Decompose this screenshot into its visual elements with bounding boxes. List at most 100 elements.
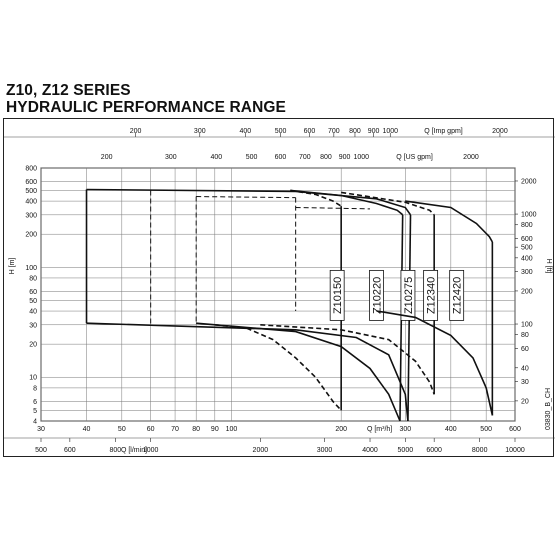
axis-label-h-ft: H [ft]	[545, 259, 552, 274]
title-block: Z10, Z12 SERIES HYDRAULIC PERFORMANCE RA…	[6, 82, 286, 116]
tick-label-h-m: 30	[29, 322, 37, 329]
tick-label-h-ft: 500	[521, 245, 533, 252]
tick-label-lmin: 5000	[398, 447, 414, 454]
tick-label-h-ft: 80	[521, 332, 529, 339]
tick-label-h-m: 500	[25, 188, 37, 195]
tick-label-m3h: 60	[147, 426, 155, 433]
tick-label-impgpm: 800	[349, 128, 361, 135]
chart-frame: 30 40 50 60 70 80 90 100 200 300 400 500 600 4 5 6 8 10 20…	[3, 118, 555, 457]
range-separator-top	[196, 196, 296, 199]
tick-label-lmin: 1000	[143, 447, 159, 454]
tick-label-m3h: 40	[83, 426, 91, 433]
tick-label-h-m: 5	[33, 408, 37, 415]
tick-label-usgpm: 900	[339, 154, 351, 161]
series-curve-lower-z12340	[260, 324, 435, 395]
tick-label-h-ft: 600	[521, 236, 533, 243]
tick-label-impgpm: 1000	[382, 128, 398, 135]
series-curve-upper-z12420	[405, 200, 494, 243]
tick-label-h-ft: 1000	[521, 212, 537, 219]
chart-title: Z10, Z12 SERIES	[6, 82, 131, 99]
axis-label-lmin: Q [l/min]	[121, 447, 147, 454]
series-curve-upper-z10275	[86, 188, 412, 216]
tick-label-lmin: 500	[35, 447, 47, 454]
tick-label-h-m: 600	[25, 179, 37, 186]
tick-label-usgpm: 1000	[354, 154, 370, 161]
tick-label-m3h: 600	[509, 426, 521, 433]
series-label-box-z12420	[449, 269, 465, 321]
tick-label-lmin: 8000	[472, 447, 488, 454]
tick-label-impgpm: 700	[328, 128, 340, 135]
tick-label-m3h: 70	[171, 426, 179, 433]
tick-label-lmin: 3000	[317, 447, 333, 454]
series-label-box-z10150	[329, 269, 345, 321]
chart-code: 03830_B_CH	[545, 388, 552, 430]
tick-label-lmin: 800	[110, 447, 122, 454]
tick-label-h-m: 10	[29, 375, 37, 382]
tick-label-h-m: 6	[33, 399, 37, 406]
tick-label-usgpm: 800	[320, 154, 332, 161]
tick-label-h-m: 400	[25, 199, 37, 206]
series-curve-lower-z12420	[376, 310, 494, 416]
tick-label-usgpm: 300	[165, 154, 177, 161]
series-curve-lower-z10220	[196, 322, 401, 422]
tick-label-m3h: 300	[399, 426, 411, 433]
tick-label-h-m: 4	[33, 419, 37, 426]
tick-label-h-m: 40	[29, 309, 37, 316]
range-separator-top	[295, 206, 371, 210]
tick-label-usgpm: 400	[210, 154, 222, 161]
tick-label-h-m: 300	[25, 212, 37, 219]
tick-label-lmin: 6000	[426, 447, 442, 454]
tick-label-h-m: 80	[29, 275, 37, 282]
tick-label-lmin: 4000	[362, 447, 378, 454]
tick-label-m3h: 500	[480, 426, 492, 433]
tick-label-impgpm: 600	[304, 128, 316, 135]
series-label-box-z12340	[423, 269, 439, 321]
tick-label-h-m: 50	[29, 298, 37, 305]
series-label-z10150: Z10150	[332, 277, 344, 314]
series-label-box-z10220	[369, 269, 384, 321]
tick-label-usgpm: 700	[299, 154, 311, 161]
tick-label-lmin: 2000	[253, 447, 269, 454]
series-curve-lower-z10150	[214, 324, 342, 411]
tick-label-h-ft: 30	[521, 379, 529, 386]
tick-label-lmin: 10000	[505, 447, 525, 454]
tick-label-impgpm: 400	[239, 128, 251, 135]
tick-label-impgpm: 900	[368, 128, 380, 135]
chart-subtitle: HYDRAULIC PERFORMANCE RANGE	[6, 99, 286, 116]
tick-label-h-ft: 200	[521, 288, 533, 295]
tick-label-m3h: 50	[118, 426, 126, 433]
tick-label-h-ft: 400	[521, 255, 533, 262]
tick-label-m3h: 400	[445, 426, 457, 433]
tick-label-h-ft: 2000	[521, 178, 537, 185]
series-label-z10275: Z10275	[403, 277, 415, 314]
tick-label-h-ft: 60	[521, 346, 529, 353]
series-curve-upper-z10220	[290, 189, 404, 216]
tick-label-h-m: 60	[29, 289, 37, 296]
tick-label-usgpm: 2000	[463, 154, 479, 161]
series-curve-upper-z12340	[341, 191, 435, 216]
tick-label-m3h: 200	[335, 426, 347, 433]
tick-label-h-m: 800	[25, 166, 37, 173]
tick-label-h-m: 200	[25, 232, 37, 239]
tick-label-h-m: 100	[25, 265, 37, 272]
tick-label-m3h: 80	[192, 426, 200, 433]
tick-label-lmin: 600	[64, 447, 76, 454]
tick-label-h-ft: 20	[521, 398, 529, 405]
axis-label-m3h: Q [m³/h]	[367, 426, 392, 433]
tick-label-impgpm: 300	[194, 128, 206, 135]
performance-chart: 30 40 50 60 70 80 90 100 200 300 400 500 600 4 5 6 8 10 20…	[4, 128, 555, 454]
series-label-z12420: Z12420	[452, 277, 464, 314]
axis-label-impgpm: Q [Imp gpm]	[424, 128, 463, 135]
series-label-z12340: Z12340	[426, 277, 438, 314]
axis-label-usgpm: Q [US gpm]	[396, 154, 433, 161]
series-curve-lower-z10275	[86, 322, 409, 422]
tick-label-h-m: 20	[29, 342, 37, 349]
tick-label-m3h: 90	[211, 426, 219, 433]
tick-label-usgpm: 500	[246, 154, 258, 161]
axis-label-h-m: H [m]	[9, 258, 16, 275]
series-label-z10220: Z10220	[371, 277, 383, 314]
tick-label-h-ft: 800	[521, 222, 533, 229]
tick-label-h-ft: 100	[521, 322, 533, 329]
tick-label-impgpm: 200	[130, 128, 142, 135]
tick-label-impgpm: 2000	[492, 128, 508, 135]
